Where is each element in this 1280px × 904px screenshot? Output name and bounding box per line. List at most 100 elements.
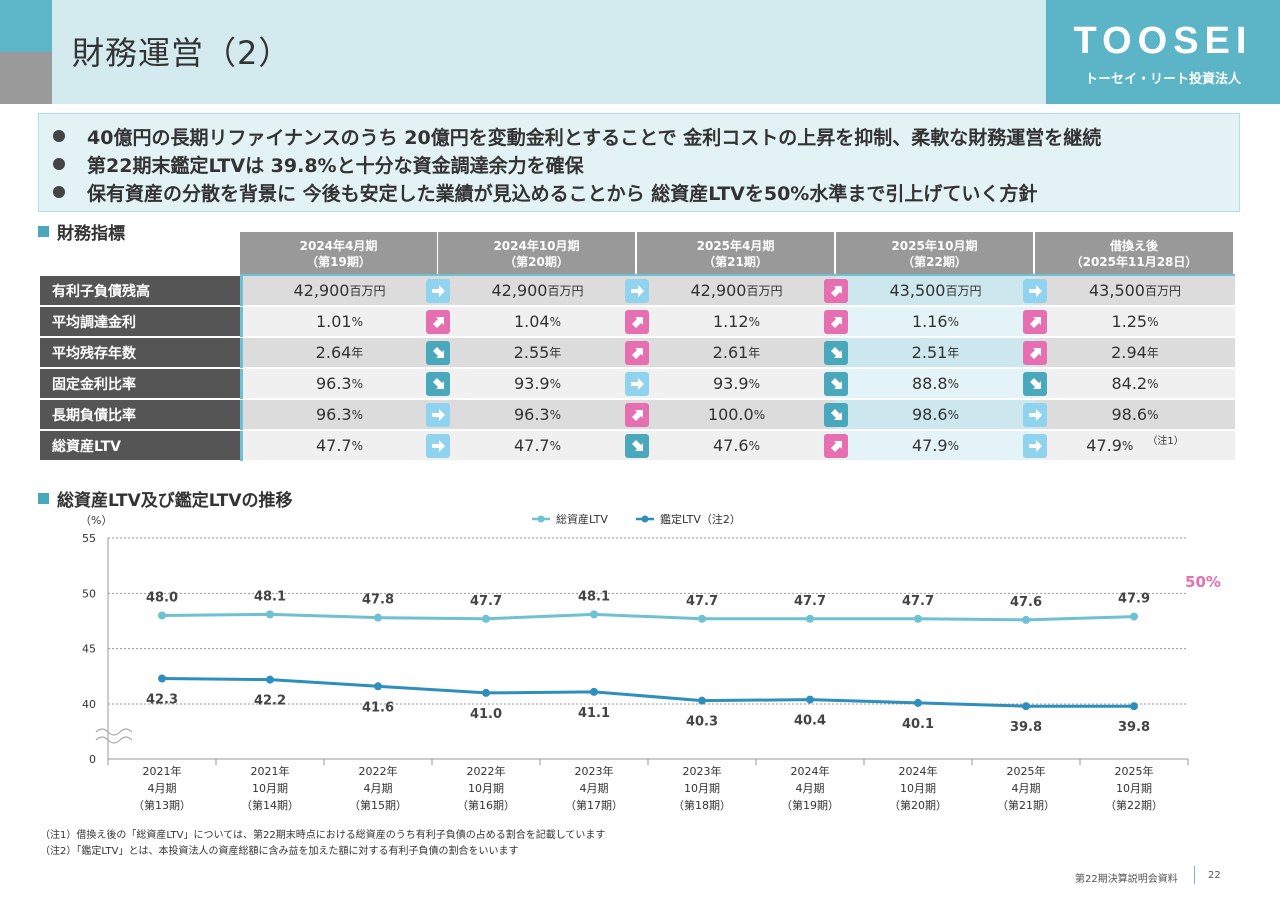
x-tick-label: （第20期） xyxy=(889,798,947,812)
table-cell: 1.12% xyxy=(637,307,836,337)
y-tick-label: 40 xyxy=(82,698,96,711)
data-point xyxy=(914,614,922,623)
table-column-header: 2025年10月期 （第22期） xyxy=(836,232,1035,276)
arrow-right-icon xyxy=(625,279,649,303)
cell-unit: % xyxy=(748,376,761,391)
x-tick-label: 2022年 xyxy=(467,764,506,778)
table-cell: 100.0% xyxy=(637,400,836,430)
table-column-header: 借換え後 （2025年11月28日） xyxy=(1035,232,1235,276)
bullet-text: 第22期末鑑定LTVは 39.8%と十分な資金調達余力を確保 xyxy=(87,154,584,177)
cell-unit: % xyxy=(947,438,960,453)
x-tick-label: （第21期） xyxy=(997,798,1055,812)
series-line-appraisal-ltv xyxy=(161,677,1134,708)
section-heading-text: 総資産LTV及び鑑定LTVの推移 xyxy=(57,491,293,511)
footnote-2: （注2）「鑑定LTV」とは、本投資法人の資産総額に含み益を加えた額に対する有利子… xyxy=(40,846,519,857)
cell-value: 47.9 xyxy=(1086,436,1122,455)
x-tick-label: （第22期） xyxy=(1105,798,1163,812)
bullet-text: 40億円の長期リファイナンスのうち 20億円を変動金利とすることで 金利コストの… xyxy=(87,126,1102,149)
data-point xyxy=(374,613,382,622)
arrow-up-icon xyxy=(625,310,649,334)
cell-value: 93.9 xyxy=(712,374,749,393)
table-cell: 88.8% xyxy=(836,369,1035,399)
y-tick-label: 0 xyxy=(89,753,96,766)
cell-unit: % xyxy=(748,438,761,453)
x-tick-label: 10月期 xyxy=(684,782,720,795)
y-axis-unit: （%） xyxy=(80,514,112,527)
x-tick-label: 4月期 xyxy=(148,782,177,795)
summary-bullet: 保有資産の分散を背景に 今後も安定した業績が見込めることから 総資産LTVを50… xyxy=(53,178,1239,206)
arrow-down-icon xyxy=(426,341,450,365)
table-cell: 1.16% xyxy=(836,307,1035,337)
cell-unit: % xyxy=(1147,376,1159,391)
arrow-right-icon xyxy=(625,372,649,396)
cell-value: 42,900 xyxy=(690,281,747,300)
x-tick-label: 10月期 xyxy=(1116,782,1152,795)
series-line-total-asset-ltv xyxy=(161,612,1135,622)
data-label: 40.1 xyxy=(902,717,934,732)
cell-unit: 百万円 xyxy=(349,284,386,298)
cell-value: 96.3 xyxy=(513,405,550,424)
data-label: 47.7 xyxy=(902,594,934,609)
table-cell: 47.9% （注1） xyxy=(1035,431,1235,461)
cell-value: 1.04 xyxy=(513,312,550,331)
x-tick-label: 2024年 xyxy=(899,764,938,778)
arrow-up-icon xyxy=(1023,310,1047,334)
arrow-down-icon xyxy=(1023,372,1047,396)
x-tick-label: （第14期） xyxy=(241,798,299,812)
data-label: 47.6 xyxy=(1010,595,1042,610)
cell-value: 1.12 xyxy=(712,312,749,331)
bullet-text: 保有資産の分散を背景に 今後も安定した業績が見込めることから 総資産LTVを50… xyxy=(87,182,1038,205)
column-header-line1: 2024年4月期 xyxy=(299,239,378,253)
cell-unit: 百万円 xyxy=(945,284,982,298)
arrow-up-icon xyxy=(625,341,649,365)
data-point xyxy=(482,614,490,623)
section-heading-ltv-trend: 総資産LTV及び鑑定LTVの推移 xyxy=(38,486,293,511)
axis-break-icon xyxy=(95,728,133,744)
data-label: 41.6 xyxy=(362,700,394,715)
arrow-up-icon xyxy=(824,434,848,458)
cell-value: 47.6 xyxy=(712,436,749,455)
data-point xyxy=(158,611,166,620)
data-label: 41.1 xyxy=(578,706,610,721)
table-column-header: 2024年4月期 （第19期） xyxy=(240,232,439,276)
data-point xyxy=(806,614,814,623)
cell-unit: % xyxy=(748,314,761,329)
x-tick-label: 2022年 xyxy=(359,764,398,778)
cell-unit: % xyxy=(549,407,562,422)
cell-value: 1.01 xyxy=(315,312,352,331)
note-marker: （注1） xyxy=(1147,436,1184,447)
data-point xyxy=(374,682,382,691)
bullet-dot-icon xyxy=(53,158,65,170)
arrow-up-icon xyxy=(426,310,450,334)
arrow-up-icon xyxy=(824,310,848,334)
x-tick-label: （第16期） xyxy=(457,798,515,812)
column-header-line1: 借換え後 xyxy=(1109,239,1158,253)
cell-unit: % xyxy=(351,376,364,391)
column-header-line1: 2024年10月期 xyxy=(493,239,580,253)
cell-value: 43,500 xyxy=(1089,281,1145,300)
cell-value: 1.25 xyxy=(1111,312,1148,331)
header-accent-top xyxy=(0,0,52,52)
cell-value: 98.6 xyxy=(911,405,948,424)
data-label: 40.4 xyxy=(794,714,826,729)
column-header-line2: （2025年11月28日） xyxy=(1070,255,1198,269)
table-header-rule xyxy=(240,274,1235,277)
x-tick-label: 2023年 xyxy=(575,764,614,778)
y-tick-label: 55 xyxy=(82,532,96,545)
arrow-down-icon xyxy=(824,403,848,427)
arrow-up-icon xyxy=(1023,341,1047,365)
cell-unit: % xyxy=(351,438,364,453)
table-cell: 47.9% xyxy=(836,431,1035,461)
table-cell: 98.6% xyxy=(836,400,1035,430)
x-tick-label: 2025年 xyxy=(1007,764,1046,778)
cell-unit: % xyxy=(1121,438,1134,453)
table-cell: 2.94 年 xyxy=(1035,338,1235,368)
footnote-1: （注1）借換え後の「総資産LTV」については、第22期末時点における総資産のうち… xyxy=(40,830,606,841)
cell-value: 2.64 xyxy=(315,343,352,362)
data-label: 47.8 xyxy=(362,593,394,608)
cell-unit: % xyxy=(753,407,766,422)
ltv-line-chart: 0 40 45 50 55 （%） 2021年 4月期 （第13期） 2021年 10月期 （第14期… xyxy=(80,512,1221,812)
data-label: 47.9 xyxy=(1118,592,1150,607)
table-row-label: 固定金利比率 xyxy=(40,369,240,399)
table-row-edge xyxy=(240,276,243,306)
